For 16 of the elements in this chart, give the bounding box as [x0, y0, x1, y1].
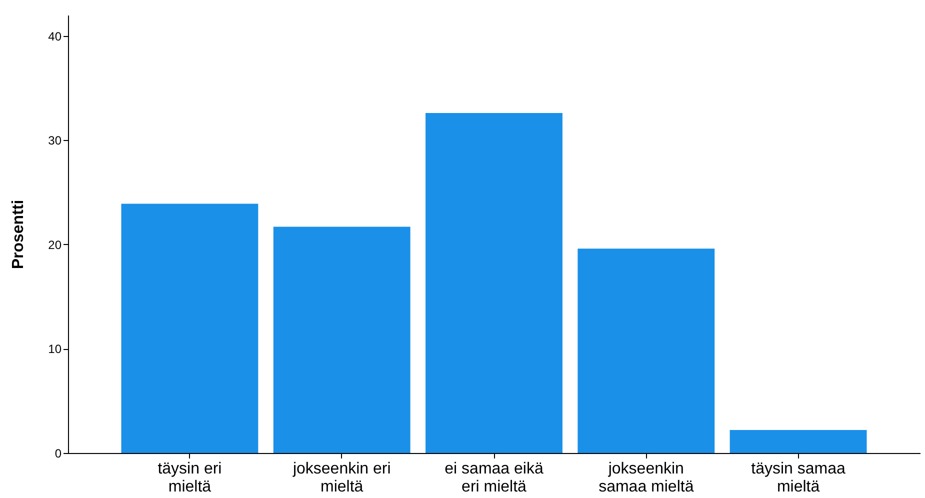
y-tick-label: 10: [48, 342, 62, 356]
x-tick-label: jokseenkin eri mieltä: [292, 460, 391, 496]
bar: [273, 226, 410, 453]
x-tick-label: ei samaa eikä eri mieltä: [444, 460, 544, 496]
y-tick-label: 40: [48, 29, 62, 44]
y-tick-label: 0: [54, 446, 62, 460]
y-axis-title: Prosentti: [10, 200, 28, 270]
y-tick-label: 20: [48, 238, 62, 252]
y-tick-label: 30: [48, 134, 62, 148]
bar: [578, 248, 715, 453]
bar: [730, 430, 867, 453]
x-tick-label: täysin samaa mieltä: [751, 460, 846, 496]
x-tick-label: jokseenkin samaa mieltä: [598, 460, 694, 496]
bar: [121, 204, 258, 453]
bar: [426, 113, 562, 453]
x-tick-label: täysin eri mieltä: [158, 460, 222, 496]
